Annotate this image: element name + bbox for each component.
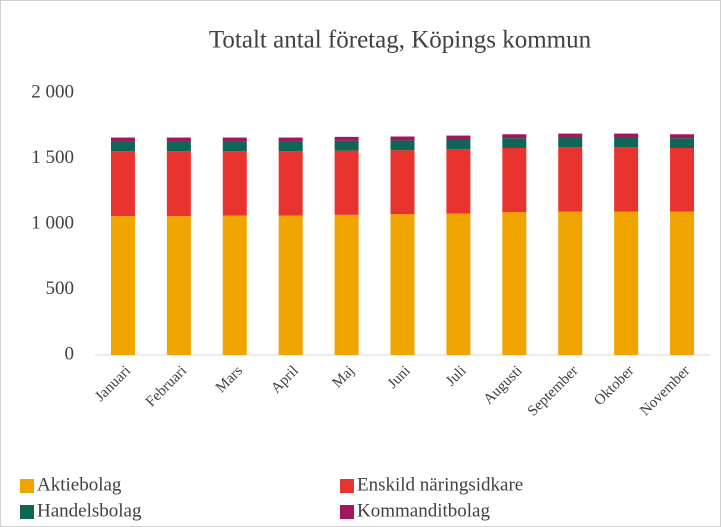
bar-segment: [166, 141, 191, 152]
chart-title: Totalt antal företag, Köpings kommun: [209, 27, 592, 54]
bar-segment: [446, 135, 471, 140]
bar-segment: [278, 141, 303, 152]
bar-segment: [614, 133, 639, 138]
legend-swatch: [20, 505, 34, 519]
legend-label: Handelsbolag: [37, 500, 142, 521]
bar-segment: [614, 147, 639, 212]
y-tick-label: 0: [65, 343, 75, 364]
bar-segment: [222, 215, 247, 355]
bar-segment: [334, 150, 359, 215]
bar-segment: [278, 151, 303, 216]
bar-segment: [166, 151, 191, 217]
bar-segment: [502, 212, 527, 355]
bar-segment: [670, 211, 695, 355]
bar-segment: [278, 215, 303, 355]
bar-segment: [670, 138, 695, 149]
legend-label: Aktiebolag: [37, 474, 122, 495]
bar-segment: [558, 137, 583, 148]
bar-segment: [614, 211, 639, 355]
bar-segment: [166, 216, 191, 355]
bar-segment: [446, 213, 471, 355]
bar-segment: [166, 137, 191, 142]
bar-segment: [110, 141, 135, 152]
bar-segment: [110, 216, 135, 355]
y-tick-label: 1 000: [31, 212, 74, 233]
bar-segment: [614, 137, 639, 148]
bar-segment: [558, 211, 583, 355]
y-tick-label: 500: [46, 278, 75, 299]
bar-segment: [110, 137, 135, 142]
bar-segment: [334, 214, 359, 355]
y-tick-label: 2 000: [31, 81, 74, 102]
bar-segment: [390, 214, 415, 355]
bar-segment: [390, 150, 415, 215]
bar-segment: [110, 151, 135, 217]
bar-segment: [670, 148, 695, 212]
legend-swatch: [20, 479, 34, 493]
bar-segment: [222, 137, 247, 142]
legend-swatch: [340, 479, 354, 493]
bar-segment: [222, 151, 247, 216]
bar-segment: [334, 140, 359, 151]
legend-label: Enskild näringsidkare: [357, 474, 523, 495]
bar-segment: [502, 148, 527, 213]
bar-segment: [334, 136, 359, 141]
bar-segment: [502, 138, 527, 149]
bar-segment: [502, 134, 527, 139]
bar-segment: [278, 137, 303, 142]
bar-segment: [390, 136, 415, 141]
bar-segment: [390, 140, 415, 151]
legend-swatch: [340, 505, 354, 519]
y-tick-label: 1 500: [31, 147, 74, 168]
bar-segment: [446, 149, 471, 214]
bar-segment: [222, 141, 247, 152]
bar-segment: [558, 147, 583, 212]
legend-label: Kommanditbolag: [357, 500, 490, 521]
bar-segment: [670, 134, 695, 139]
bar-segment: [558, 133, 583, 138]
bar-segment: [446, 139, 471, 150]
